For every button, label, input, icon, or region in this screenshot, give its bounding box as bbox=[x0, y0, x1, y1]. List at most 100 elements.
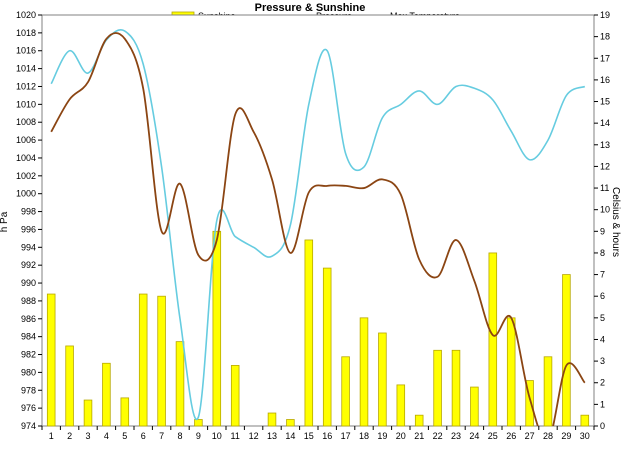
x-tick-label: 25 bbox=[488, 431, 498, 441]
x-tick-label: 27 bbox=[525, 431, 535, 441]
right-tick-label: 4 bbox=[600, 334, 605, 344]
right-tick-label: 18 bbox=[600, 32, 610, 42]
left-tick-label: 1002 bbox=[16, 171, 36, 181]
x-tick-label: 30 bbox=[580, 431, 590, 441]
sunshine-bar bbox=[341, 356, 350, 427]
sunshine-bar bbox=[562, 274, 571, 427]
sunshine-bar bbox=[470, 386, 479, 427]
left-tick-label: 990 bbox=[21, 278, 36, 288]
sunshine-bar bbox=[451, 349, 461, 427]
left-tick-label: 980 bbox=[21, 367, 36, 377]
left-tick-label: 1016 bbox=[16, 46, 36, 56]
right-tick-label: 0 bbox=[600, 421, 605, 431]
right-tick-label: 14 bbox=[600, 118, 610, 128]
right-tick-label: 7 bbox=[600, 270, 605, 280]
right-tick-label: 11 bbox=[600, 183, 609, 193]
sunshine-bar bbox=[396, 384, 406, 427]
x-tick-label: 6 bbox=[141, 431, 146, 441]
x-tick-label: 14 bbox=[285, 431, 295, 441]
sunshine-bar bbox=[175, 341, 185, 427]
right-tick-label: 2 bbox=[600, 378, 605, 388]
x-tick-label: 5 bbox=[122, 431, 127, 441]
left-axis-ticks: 974 976 978 980 982 984 986 988 990 992 994 996 998 1… bbox=[16, 10, 42, 431]
left-tick-label: 978 bbox=[21, 385, 36, 395]
right-axis-label: Celsius & hours bbox=[610, 187, 621, 257]
x-tick-label: 23 bbox=[451, 431, 461, 441]
right-tick-label: 13 bbox=[600, 140, 610, 150]
x-tick-label: 4 bbox=[104, 431, 109, 441]
x-tick-label: 2 bbox=[67, 431, 72, 441]
sunshine-bar bbox=[138, 293, 148, 427]
x-tick-label: 16 bbox=[322, 431, 332, 441]
left-tick-label: 992 bbox=[21, 260, 36, 270]
left-tick-label: 1006 bbox=[16, 135, 36, 145]
x-tick-label: 29 bbox=[561, 431, 571, 441]
sunshine-bar bbox=[543, 356, 553, 427]
left-tick-label: 1020 bbox=[16, 10, 36, 20]
x-tick-label: 26 bbox=[506, 431, 516, 441]
right-tick-label: 15 bbox=[600, 97, 610, 107]
x-tick-label: 1 bbox=[49, 431, 54, 441]
left-tick-label: 982 bbox=[21, 350, 36, 360]
left-tick-label: 984 bbox=[21, 332, 36, 342]
left-tick-label: 1010 bbox=[16, 99, 36, 109]
right-tick-label: 5 bbox=[600, 313, 605, 323]
left-tick-label: 998 bbox=[21, 207, 36, 217]
sunshine-bar bbox=[212, 230, 222, 427]
series-lines bbox=[50, 29, 586, 426]
left-tick-label: 1004 bbox=[16, 153, 36, 163]
left-tick-label: 1008 bbox=[16, 117, 36, 127]
left-tick-label: 1012 bbox=[16, 81, 36, 91]
sunshine-bar bbox=[65, 345, 74, 427]
x-tick-label: 19 bbox=[377, 431, 387, 441]
sunshine-bar bbox=[322, 267, 332, 427]
sunshine-bar bbox=[525, 380, 534, 427]
x-tick-label: 3 bbox=[85, 431, 90, 441]
x-tick-label: 10 bbox=[212, 431, 222, 441]
max-temperature-line bbox=[50, 32, 586, 426]
sunshine-bar bbox=[378, 332, 387, 427]
left-tick-label: 1014 bbox=[16, 64, 36, 74]
chart-title: Pressure & Sunshine bbox=[255, 2, 366, 14]
x-axis-ticks: 1 2 3 4 5 6 7 8 9 10 11 12 13 14 15 16 17 18 19 20 21 22 23 24 2… bbox=[41, 426, 595, 441]
left-tick-label: 1018 bbox=[16, 28, 36, 38]
x-tick-label: 18 bbox=[359, 431, 369, 441]
sunshine-bar bbox=[414, 414, 424, 427]
left-tick-label: 996 bbox=[21, 224, 36, 234]
sunshine-bar bbox=[102, 362, 111, 427]
sunshine-bars bbox=[46, 230, 590, 427]
left-tick-label: 988 bbox=[21, 296, 36, 306]
left-tick-label: 1000 bbox=[16, 189, 36, 199]
left-tick-label: 986 bbox=[21, 314, 36, 324]
sunshine-bar bbox=[230, 365, 240, 427]
sunshine-bar bbox=[433, 349, 442, 427]
left-axis-label: h Pa bbox=[0, 211, 10, 232]
right-tick-label: 19 bbox=[600, 10, 610, 20]
plot-area bbox=[41, 14, 595, 427]
plot-border bbox=[41, 14, 595, 427]
sunshine-bar bbox=[83, 399, 93, 427]
x-tick-label: 7 bbox=[159, 431, 164, 441]
x-tick-label: 28 bbox=[543, 431, 553, 441]
sunshine-bar bbox=[46, 293, 56, 427]
sunshine-bar bbox=[359, 317, 369, 427]
right-tick-label: 3 bbox=[600, 356, 605, 366]
x-tick-label: 24 bbox=[469, 431, 479, 441]
x-tick-label: 11 bbox=[231, 431, 240, 441]
sunshine-bar bbox=[580, 414, 590, 427]
left-tick-label: 974 bbox=[21, 421, 36, 431]
right-tick-label: 8 bbox=[600, 248, 605, 258]
x-tick-label: 15 bbox=[304, 431, 314, 441]
right-tick-label: 9 bbox=[600, 226, 605, 236]
right-tick-label: 10 bbox=[600, 205, 610, 215]
sunshine-bar bbox=[120, 397, 130, 427]
right-tick-label: 1 bbox=[600, 399, 605, 409]
x-tick-label: 13 bbox=[267, 431, 277, 441]
x-tick-label: 22 bbox=[433, 431, 443, 441]
sunshine-bar bbox=[267, 412, 277, 427]
sunshine-bar bbox=[488, 252, 498, 427]
left-tick-label: 976 bbox=[21, 403, 36, 413]
x-tick-label: 17 bbox=[341, 431, 351, 441]
pressure-line bbox=[50, 29, 586, 421]
